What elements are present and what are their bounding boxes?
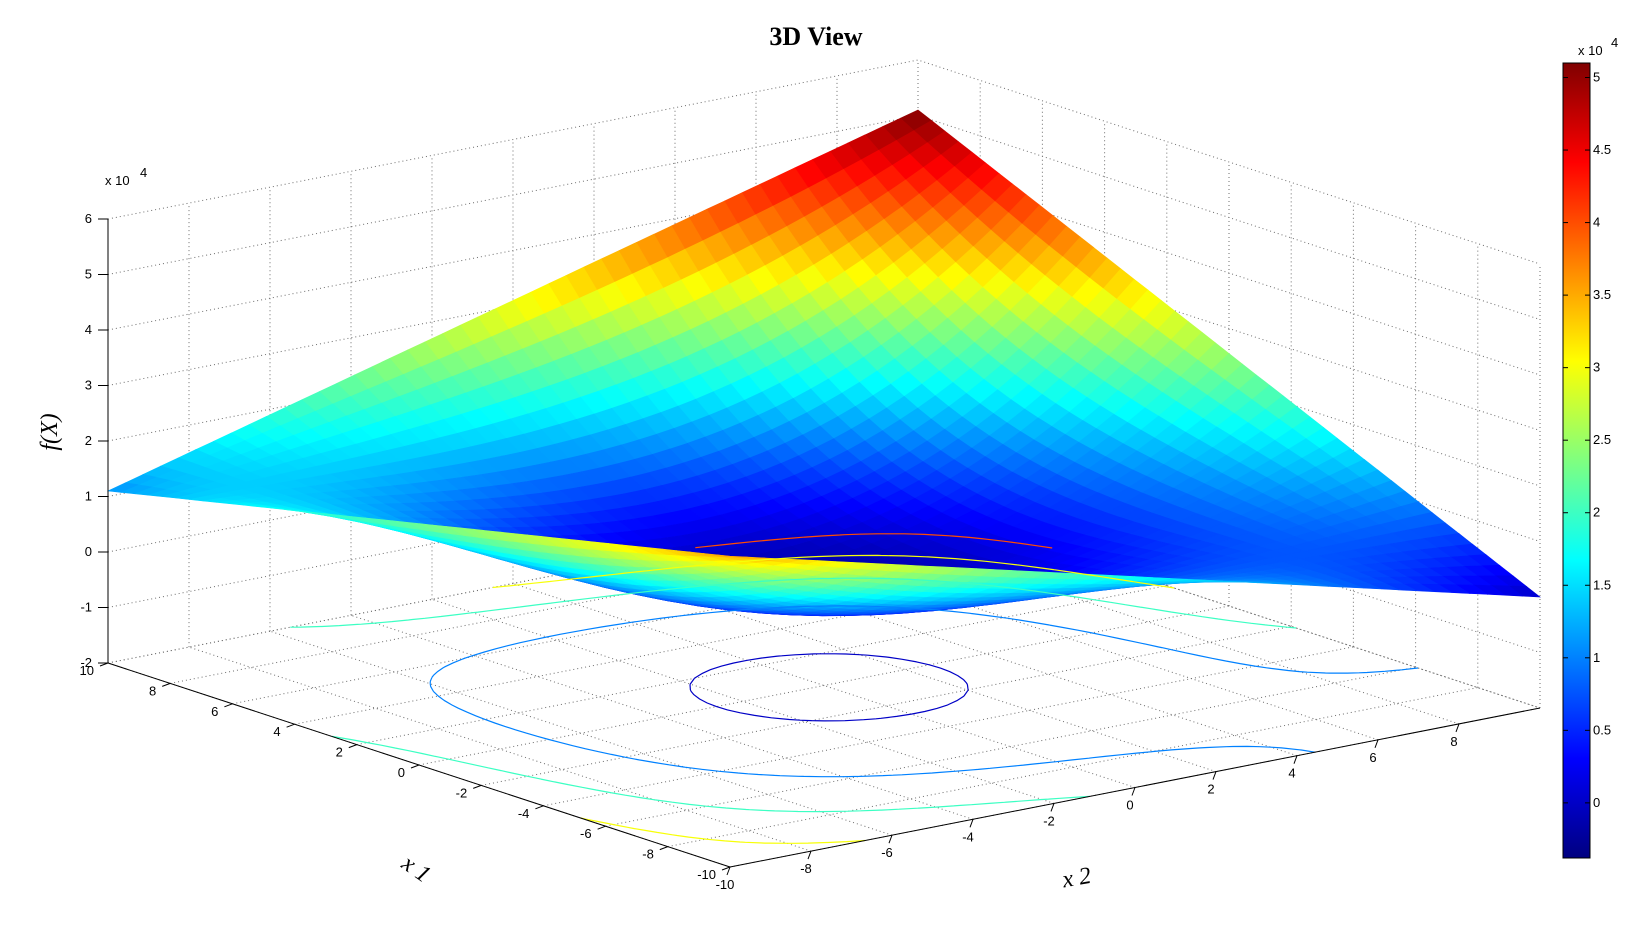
colorbar-multiplier-exp: 4 — [1611, 35, 1618, 50]
z-tick-label: 5 — [85, 267, 92, 282]
x2-tick-label: -6 — [881, 845, 893, 860]
x1-tick-label: 10 — [80, 663, 94, 678]
colorbar: 0 0.5 1 1.5 2 2.5 3 3.5 4 4.5 5 x 10 4 — [1562, 35, 1618, 859]
x2-tick-label: 6 — [1369, 750, 1376, 765]
colorbar-tick-label: 0.5 — [1593, 722, 1611, 737]
x2-tick-mark — [888, 835, 893, 844]
x2-tick-label: 4 — [1288, 766, 1295, 781]
x1-axis-label-text: x 1 — [396, 850, 435, 888]
chart-title: 3D View — [769, 22, 862, 51]
grid-line — [481, 625, 1292, 786]
z-multiplier-text: x 10 — [105, 173, 130, 188]
contour-line — [689, 653, 969, 722]
x2-axis-label: x 2 — [1059, 863, 1093, 894]
grid-line — [269, 630, 893, 836]
z-axis-label-text: f(X) — [37, 413, 63, 450]
tick-labels: 1086420-2-4-6-8-10-10-8-6-4-202468-2-101… — [80, 211, 1460, 892]
x2-tick-mark — [726, 866, 731, 876]
z-multiplier-exp: 4 — [140, 165, 147, 180]
x2-tick-label: -2 — [1043, 813, 1055, 828]
colorbar-tick-label: 1.5 — [1593, 577, 1611, 592]
colorbar-tick-label: 3 — [1593, 360, 1600, 375]
x1-tick-mark — [721, 866, 731, 871]
z-tick-label: 4 — [85, 322, 92, 337]
x2-tick-mark — [1050, 803, 1055, 812]
z-tick-label: 1 — [85, 489, 92, 504]
x2-tick-mark — [969, 819, 974, 828]
x1-tick-label: -2 — [456, 785, 468, 800]
colorbar-tick-label: 5 — [1593, 70, 1600, 85]
x1-tick-label: 8 — [149, 683, 156, 698]
contour-line — [290, 577, 1297, 813]
x2-axis-label-text: x 2 — [1059, 863, 1093, 894]
x2-tick-label: -8 — [800, 861, 812, 876]
x1-tick-mark — [597, 825, 606, 830]
grid-line — [356, 585, 1167, 746]
grid-line — [232, 544, 1043, 705]
colorbar-tick-label: 3.5 — [1593, 287, 1611, 302]
x2-tick-mark — [1131, 787, 1136, 796]
colorbar-tick-label: 0 — [1593, 795, 1600, 810]
z-multiplier: x 10 4 — [105, 165, 147, 188]
x1-tick-label: 0 — [398, 765, 405, 780]
grid-line — [605, 666, 1416, 827]
colorbar-tick-label: 2.5 — [1593, 432, 1611, 447]
x1-tick-mark — [535, 805, 544, 810]
z-tick-label: -1 — [80, 600, 92, 615]
z-tick-label: 3 — [85, 378, 92, 393]
x2-tick-label: 2 — [1207, 782, 1214, 797]
floor-contours — [290, 533, 1419, 844]
colorbar-tick-label: 2 — [1593, 505, 1600, 520]
z-tick-label: 6 — [85, 211, 92, 226]
x1-tick-label: 6 — [211, 704, 218, 719]
x2-tick-mark — [1374, 739, 1379, 748]
colorbar-ticks: 0 0.5 1 1.5 2 2.5 3 3.5 4 4.5 5 — [1563, 70, 1611, 810]
x1-tick-label: -6 — [580, 826, 592, 841]
z-tick-label: -2 — [80, 655, 92, 670]
x1-tick-mark — [473, 784, 482, 789]
z-tick-label: 0 — [85, 544, 92, 559]
surface-patch — [716, 554, 748, 558]
contour-line — [492, 554, 1175, 844]
z-axis-label: f(X) — [37, 413, 63, 450]
grid-line — [418, 605, 1230, 766]
surface-mesh — [106, 109, 1541, 617]
x1-tick-mark — [348, 744, 357, 749]
x1-tick-label: -8 — [642, 847, 654, 862]
colorbar-tick-label: 4 — [1593, 215, 1600, 230]
colorbar-gradient — [1562, 62, 1591, 859]
x1-tick-mark — [410, 764, 420, 769]
contour-line — [429, 605, 1419, 778]
grid-line — [667, 687, 1478, 848]
x2-tick-mark — [1293, 755, 1298, 764]
x1-tick-label: 2 — [336, 745, 343, 760]
x1-tick-label: -10 — [697, 867, 716, 882]
grid-line — [350, 614, 974, 820]
x1-tick-label: -4 — [518, 806, 530, 821]
colorbar-tick-label: 4.5 — [1593, 142, 1611, 157]
x1-tick-mark — [286, 723, 295, 728]
grid-line — [170, 523, 981, 684]
x2-tick-mark — [1455, 723, 1460, 733]
contour-line — [695, 533, 1053, 549]
x1-tick-mark — [162, 682, 171, 687]
colorbar-multiplier-text: x 10 — [1578, 43, 1603, 58]
x1-tick-mark — [659, 846, 668, 851]
grid-line — [188, 646, 812, 852]
x2-tick-label: -4 — [962, 829, 974, 844]
x2-tick-label: 8 — [1450, 734, 1457, 749]
grid-line — [294, 564, 1105, 725]
colorbar-tick-label: 1 — [1593, 650, 1600, 665]
x1-axis-label: x 1 — [396, 850, 435, 888]
x2-tick-mark — [1212, 771, 1217, 780]
x2-tick-label: 0 — [1126, 798, 1133, 813]
x2-tick-mark — [807, 850, 812, 860]
x2-tick-label: -10 — [716, 877, 735, 892]
x1-tick-label: 4 — [273, 724, 280, 739]
x1-tick-mark — [224, 703, 233, 708]
z-tick-label: 2 — [85, 433, 92, 448]
